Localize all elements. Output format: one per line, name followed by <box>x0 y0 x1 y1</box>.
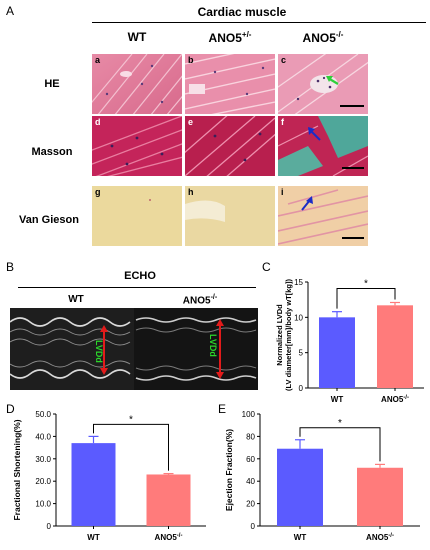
row-header-masson: Masson <box>31 146 73 158</box>
tile-label: e <box>188 117 194 127</box>
y-tick-label: 10 <box>294 313 303 322</box>
panel-b-letter: B <box>6 260 15 274</box>
panel-a-title: Cardiac muscle <box>197 5 287 19</box>
bar <box>319 317 355 388</box>
micrograph-masson-het: e <box>185 116 275 176</box>
y-tick-label: 0 <box>47 522 52 531</box>
y-tick-label: 20 <box>246 500 255 509</box>
significance-bracket <box>93 423 169 471</box>
significance-star: * <box>338 418 342 429</box>
y-tick-label: 100 <box>242 410 256 419</box>
tile-label: d <box>95 117 101 127</box>
x-tick-label: ANO5-/- <box>381 395 409 404</box>
significance-star: * <box>129 414 133 425</box>
lvdd-label-wt: LVDd <box>94 340 104 363</box>
x-tick-label: ANO5-/- <box>366 533 394 542</box>
echo-title: ECHO <box>124 270 156 282</box>
y-axis-label: (LV diameter[mm]/body wT[kg]) <box>284 279 293 391</box>
row-header-van-gieson: Van Gieson <box>19 214 79 226</box>
column-header-wt: WT <box>127 30 147 44</box>
significance-bracket <box>336 287 396 309</box>
y-tick-label: 15 <box>294 278 303 287</box>
lvdd-marker-ano5 <box>216 319 224 379</box>
micrograph-masson-wt: d <box>92 116 182 176</box>
micrograph-vg-ko: i <box>278 186 368 246</box>
tile-label: g <box>95 187 101 197</box>
y-axis-label: Ejection Fraction(%) <box>224 429 234 511</box>
tile-label: c <box>281 55 287 65</box>
y-tick-label: 80 <box>246 432 255 441</box>
micrograph-vg-het-image <box>185 186 275 246</box>
column-header-ano5-ko: ANO5-/- <box>302 30 344 45</box>
micrograph-masson-het-image <box>185 116 275 176</box>
y-tick-label: 5 <box>299 349 304 358</box>
micrograph-masson-wt-image <box>92 116 182 176</box>
bar <box>71 443 116 526</box>
lvdd-marker-wt <box>100 325 108 375</box>
panel-b-rule <box>18 287 256 288</box>
micrograph-he-het: b <box>185 54 275 114</box>
y-axis-label: Fractional Shortening(%) <box>12 419 22 520</box>
panel-e-letter: E <box>218 402 227 416</box>
micrograph-he-ko: c <box>278 54 368 114</box>
y-tick-label: 20.0 <box>35 477 51 486</box>
micrograph-he-ko-image <box>278 54 368 114</box>
micrograph-masson-ko: f <box>278 116 368 176</box>
tile-label: b <box>188 55 194 65</box>
column-header-ano5-het: ANO5+/- <box>208 30 252 45</box>
micrograph-vg-wt: g <box>92 186 182 246</box>
echo-image: LVDd LVDd <box>9 308 258 390</box>
arrow-blue-icon <box>301 196 313 211</box>
panel-a-letter: A <box>6 4 15 18</box>
y-tick-label: 40 <box>246 477 255 486</box>
bar <box>357 467 403 526</box>
bar <box>377 305 413 388</box>
x-tick-label: WT <box>87 533 100 542</box>
chart-c: 0 5 10 15 Normalized LVDd (LV diameter[mm]/bo… <box>275 278 424 404</box>
y-tick-label: 30.0 <box>35 455 51 464</box>
y-tick-label: 60 <box>246 455 255 464</box>
chart-d: 0 10.0 20.0 30.0 40.0 50.0 Fractional Shorteni… <box>12 410 206 542</box>
y-tick-label: 10.0 <box>35 500 51 509</box>
row-header-he: HE <box>44 78 60 90</box>
micrograph-he-wt: a <box>92 54 182 114</box>
echo-ano5-label: ANO5-/- <box>182 294 218 307</box>
panel-c-letter: C <box>262 260 271 274</box>
bar <box>146 474 191 526</box>
lvdd-label-ano5: LVDd <box>208 334 218 357</box>
echo-wt-label: WT <box>68 294 84 305</box>
tile-label: a <box>95 55 101 65</box>
micrograph-vg-ko-image <box>278 186 368 246</box>
panel-a-rule <box>92 22 426 23</box>
chart-e: 0 20 40 60 80 100 Ejection Fraction(%) WT ANO5-/… <box>224 410 420 542</box>
panel-d-letter: D <box>6 402 15 416</box>
y-axis-label: Normalized LVDd <box>275 304 284 366</box>
x-tick-label: WT <box>331 395 344 404</box>
micrograph-he-wt-image <box>92 54 182 114</box>
x-tick-label: WT <box>294 533 307 542</box>
micrograph-vg-het: h <box>185 186 275 246</box>
arrow-blue-icon <box>308 127 321 141</box>
micrograph-he-het-image <box>185 54 275 114</box>
tile-label: h <box>188 187 194 197</box>
bar <box>277 448 323 526</box>
significance-star: * <box>364 278 368 289</box>
micrograph-vg-wt-image <box>92 186 182 246</box>
y-tick-label: 50.0 <box>35 410 51 419</box>
x-tick-label: ANO5-/- <box>155 533 183 542</box>
tile-label: f <box>281 117 284 127</box>
tile-label: i <box>281 187 284 197</box>
y-tick-label: 0 <box>299 384 304 393</box>
y-tick-label: 40.0 <box>35 432 51 441</box>
significance-bracket <box>299 427 381 462</box>
y-tick-label: 0 <box>251 522 256 531</box>
arrow-green-icon <box>326 76 339 85</box>
echo-image-svg: LVDd LVDd <box>9 308 258 390</box>
micrograph-masson-ko-image <box>278 116 368 176</box>
